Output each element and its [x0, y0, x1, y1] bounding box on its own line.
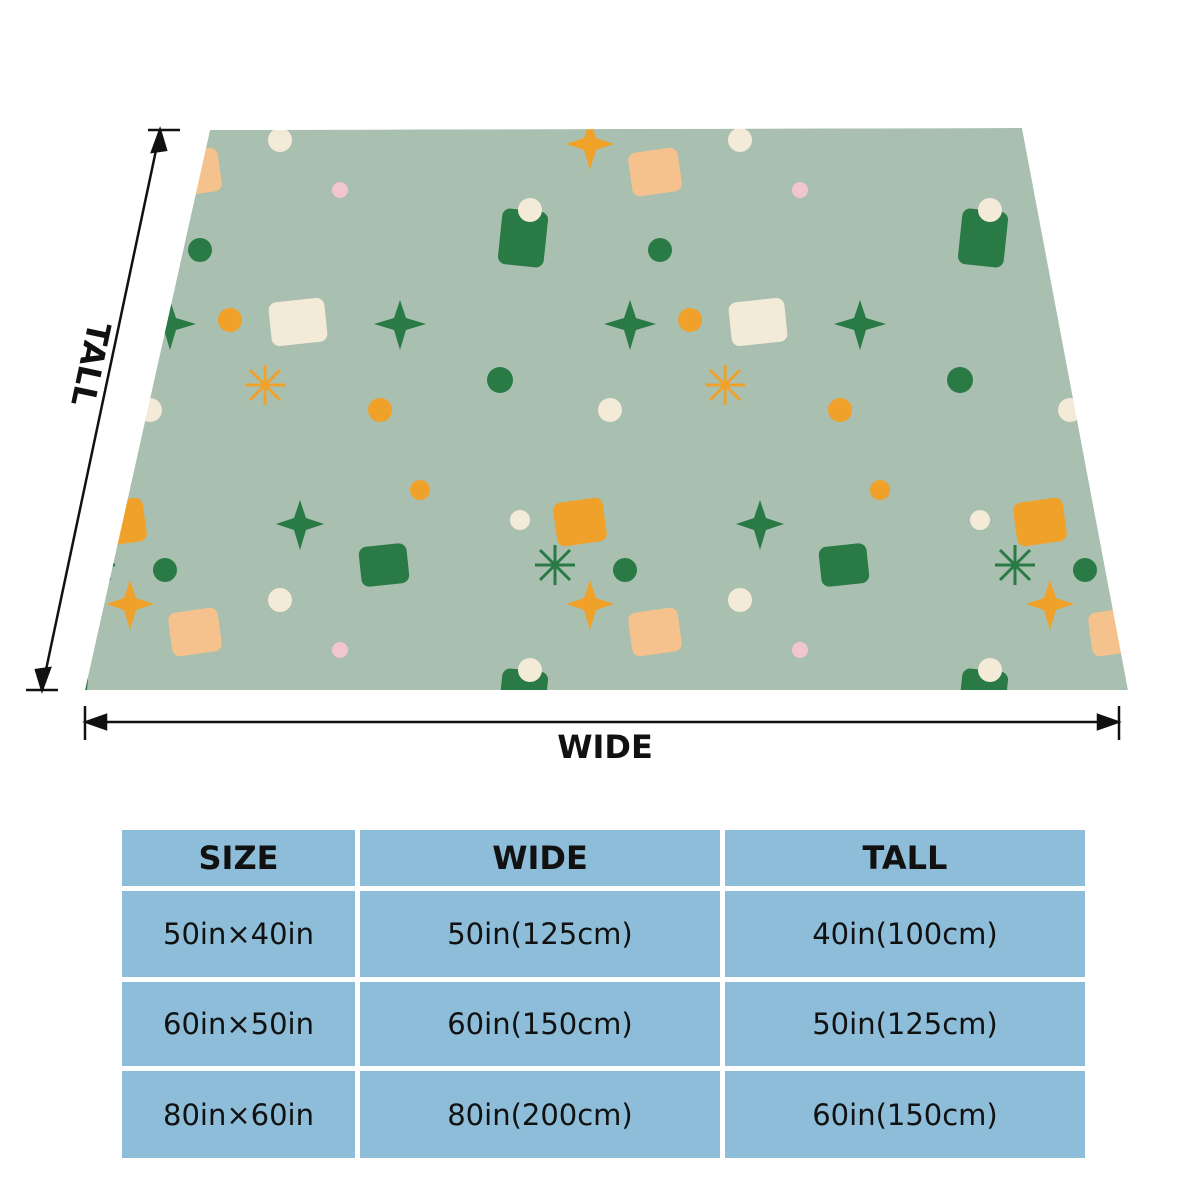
table-cell: 80in(200cm) — [360, 1071, 720, 1158]
table-cell: 50in(125cm) — [725, 982, 1085, 1066]
tall-arrow — [26, 126, 180, 694]
blanket-illustration: TALL WIDE — [26, 126, 1128, 766]
table-cell: 60in(150cm) — [360, 982, 720, 1066]
table-cell: 60in×50in — [122, 982, 355, 1066]
table-cell: 60in(150cm) — [725, 1071, 1085, 1158]
tall-label: TALL — [63, 319, 118, 410]
header-cell: WIDE — [360, 830, 720, 886]
table-cell: 80in×60in — [122, 1071, 355, 1158]
wide-arrow — [82, 706, 1122, 740]
table-cell: 40in(100cm) — [725, 891, 1085, 977]
header-cell: TALL — [725, 830, 1085, 886]
table-cell: 50in×40in — [122, 891, 355, 977]
blanket — [85, 128, 1128, 690]
wide-label: WIDE — [557, 728, 653, 766]
table-cell: 50in(125cm) — [360, 891, 720, 977]
size-table: SIZE WIDE TALL 50in×40in 50in(125cm) 40in(100… — [122, 830, 1085, 1158]
header-cell: SIZE — [122, 830, 355, 886]
